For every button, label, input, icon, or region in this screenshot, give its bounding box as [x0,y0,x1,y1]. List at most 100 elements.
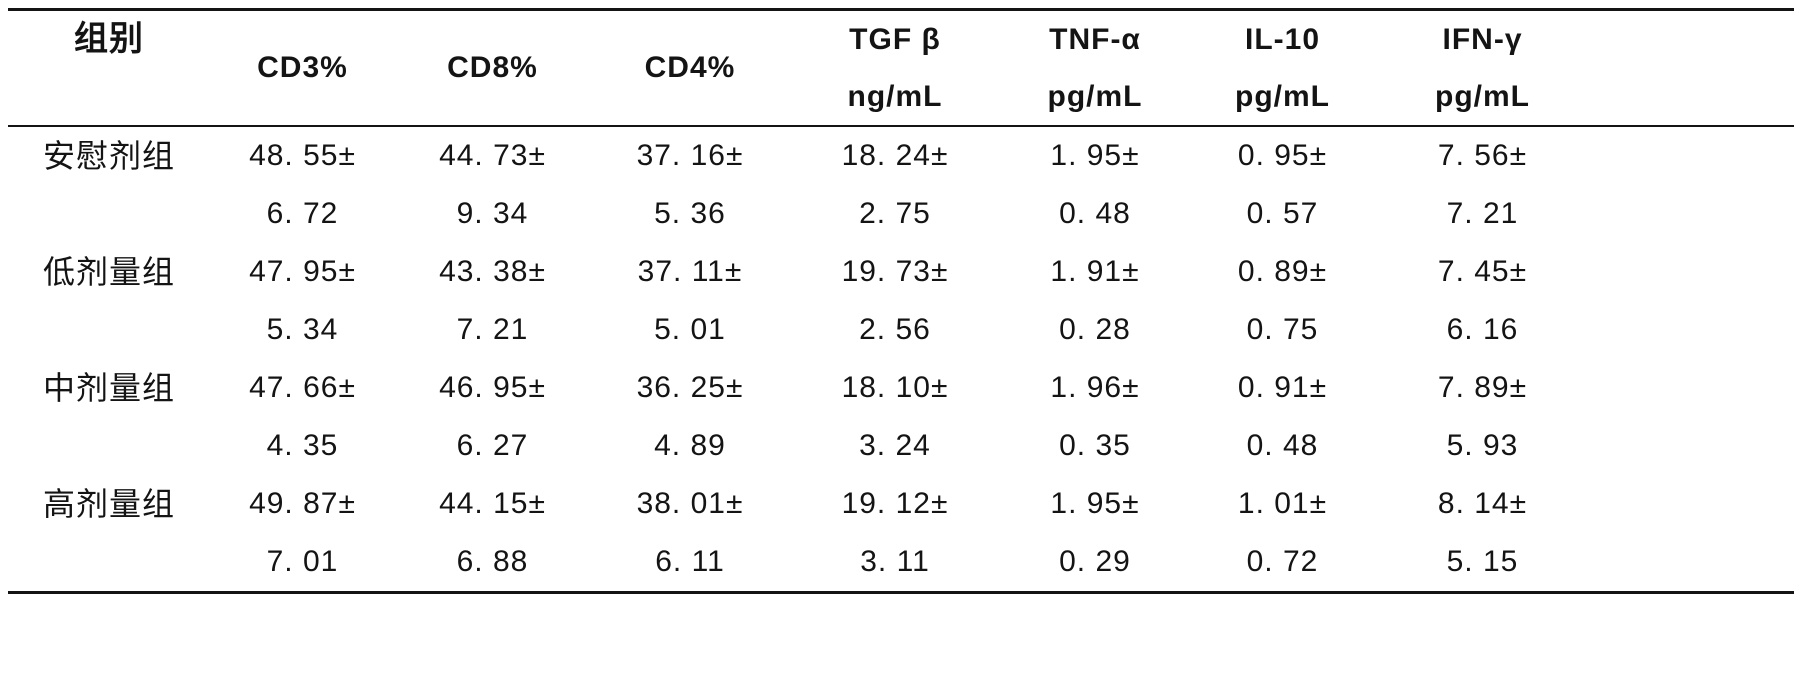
cell-sd: 2. 56 [859,313,931,346]
col-header-tgfb-unit: ng/mL [847,80,943,113]
cell-sd: 6. 16 [1446,313,1519,346]
cell-sd: 0. 48 [1059,197,1131,230]
cell-mean: 1. 95± [1050,139,1140,172]
col-header-il10: IL-10 pg/mL [1190,10,1375,127]
table-row-sd: 7. 01 6. 88 6. 11 3. 11 0. 29 0. 72 5. 15 [8,533,1794,593]
col-header-cd4: CD4% [590,10,790,127]
cell-mean: 47. 95± [249,255,356,288]
col-header-tnfa-unit: pg/mL [1047,80,1143,113]
col-header-il10-unit: pg/mL [1235,80,1330,113]
cell-sd: 0. 75 [1246,313,1319,346]
cell-sd: 7. 21 [1446,197,1519,230]
col-header-tgfb: TGF β ng/mL [790,10,1000,127]
cell-mean: 36. 25± [636,371,744,404]
cell-mean: 8. 14± [1437,487,1528,520]
group-label: 中剂量组 [42,370,175,406]
group-label: 低剂量组 [42,254,175,290]
row-spacer [1590,243,1794,301]
col-header-ifng: IFN-γ pg/mL [1375,10,1590,127]
group-label-empty [8,533,210,593]
table-row-mean: 安慰剂组 48. 55± 44. 73± 37. 16± 18. 24± 1. 95± 0.… [8,126,1794,185]
cell-sd: 4. 35 [266,429,339,462]
cell-sd: 4. 89 [654,429,726,462]
group-label: 高剂量组 [42,486,175,522]
table-row-mean: 低剂量组 47. 95± 43. 38± 37. 11± 19. 73± 1. 91± 0.… [8,243,1794,301]
cell-mean: 7. 56± [1437,139,1528,172]
cell-sd: 7. 21 [456,313,529,346]
cell-mean: 38. 01± [636,487,744,520]
cell-mean: 43. 38± [439,255,546,288]
table-row-sd: 6. 72 9. 34 5. 36 2. 75 0. 48 0. 57 7. 21 [8,185,1794,243]
col-header-tnfa: TNF-α pg/mL [1000,10,1190,127]
row-spacer [1590,126,1794,185]
group-label-empty [8,417,210,475]
row-spacer [1590,417,1794,475]
cell-mean: 1. 96± [1050,371,1140,404]
cell-sd: 0. 29 [1059,545,1131,578]
row-spacer [1590,533,1794,593]
table-row-mean: 高剂量组 49. 87± 44. 15± 38. 01± 19. 12± 1. 95± 1.… [8,475,1794,533]
col-header-tnfa-label: TNF-α [1049,23,1141,56]
results-table-container: 组别 CD3% CD8% CD4% TGF β ng/mL TNF-α pg/m [8,8,1794,594]
cell-mean: 19. 73± [841,255,949,288]
col-header-group-label: 组别 [74,20,144,58]
cell-sd: 0. 57 [1246,197,1319,230]
cell-mean: 47. 66± [249,371,356,404]
cell-sd: 5. 36 [654,197,726,230]
group-label-empty [8,185,210,243]
cell-mean: 37. 16± [636,139,744,172]
cell-mean: 44. 15± [439,487,546,520]
cell-sd: 9. 34 [456,197,529,230]
cell-sd: 6. 27 [456,429,529,462]
cell-mean: 18. 10± [841,371,949,404]
group-label: 安慰剂组 [42,138,175,174]
cell-mean: 18. 24± [841,139,949,172]
cell-sd: 0. 28 [1059,313,1131,346]
cell-mean: 7. 89± [1437,371,1528,404]
col-header-ifng-unit: pg/mL [1435,80,1530,113]
col-header-cd3-label: CD3% [257,51,348,84]
row-spacer [1590,359,1794,417]
cell-sd: 6. 11 [655,545,725,578]
col-header-cd8-label: CD8% [447,51,538,84]
cell-mean: 48. 55± [249,139,356,172]
col-header-cd4-label: CD4% [644,51,736,84]
table-row-sd: 4. 35 6. 27 4. 89 3. 24 0. 35 0. 48 5. 93 [8,417,1794,475]
cell-mean: 1. 01± [1237,487,1328,520]
row-spacer [1590,475,1794,533]
cell-mean: 0. 91± [1237,371,1328,404]
table-header: 组别 CD3% CD8% CD4% TGF β ng/mL TNF-α pg/m [8,10,1794,127]
cell-sd: 6. 72 [266,197,339,230]
cell-sd: 2. 75 [859,197,931,230]
results-table: 组别 CD3% CD8% CD4% TGF β ng/mL TNF-α pg/m [8,8,1794,594]
cell-sd: 0. 48 [1246,429,1319,462]
cell-mean: 49. 87± [249,487,356,520]
cell-mean: 44. 73± [439,139,546,172]
cell-sd: 5. 93 [1446,429,1519,462]
cell-sd: 6. 88 [456,545,529,578]
cell-mean: 7. 45± [1437,255,1528,288]
col-header-ifng-label: IFN-γ [1442,23,1523,56]
header-spacer [1590,10,1794,127]
header-row: 组别 CD3% CD8% CD4% TGF β ng/mL TNF-α pg/m [8,10,1794,127]
cell-mean: 46. 95± [439,371,546,404]
row-spacer [1590,185,1794,243]
cell-sd: 3. 11 [860,545,930,578]
col-header-cd8: CD8% [395,10,590,127]
table-body: 安慰剂组 48. 55± 44. 73± 37. 16± 18. 24± 1. 95± 0.… [8,126,1794,593]
cell-mean: 0. 95± [1237,139,1328,172]
cell-sd: 5. 01 [654,313,726,346]
cell-mean: 19. 12± [841,487,949,520]
col-header-il10-label: IL-10 [1244,23,1321,56]
cell-sd: 0. 35 [1059,429,1131,462]
cell-sd: 7. 01 [266,545,339,578]
group-label-empty [8,301,210,359]
table-row-mean: 中剂量组 47. 66± 46. 95± 36. 25± 18. 10± 1. 96± 0.… [8,359,1794,417]
cell-sd: 5. 15 [1446,545,1519,578]
cell-mean: 0. 89± [1237,255,1328,288]
cell-mean: 37. 11± [637,255,743,288]
cell-sd: 3. 24 [859,429,931,462]
cell-mean: 1. 95± [1050,487,1140,520]
col-header-group: 组别 [8,10,210,127]
col-header-cd3: CD3% [210,10,395,127]
